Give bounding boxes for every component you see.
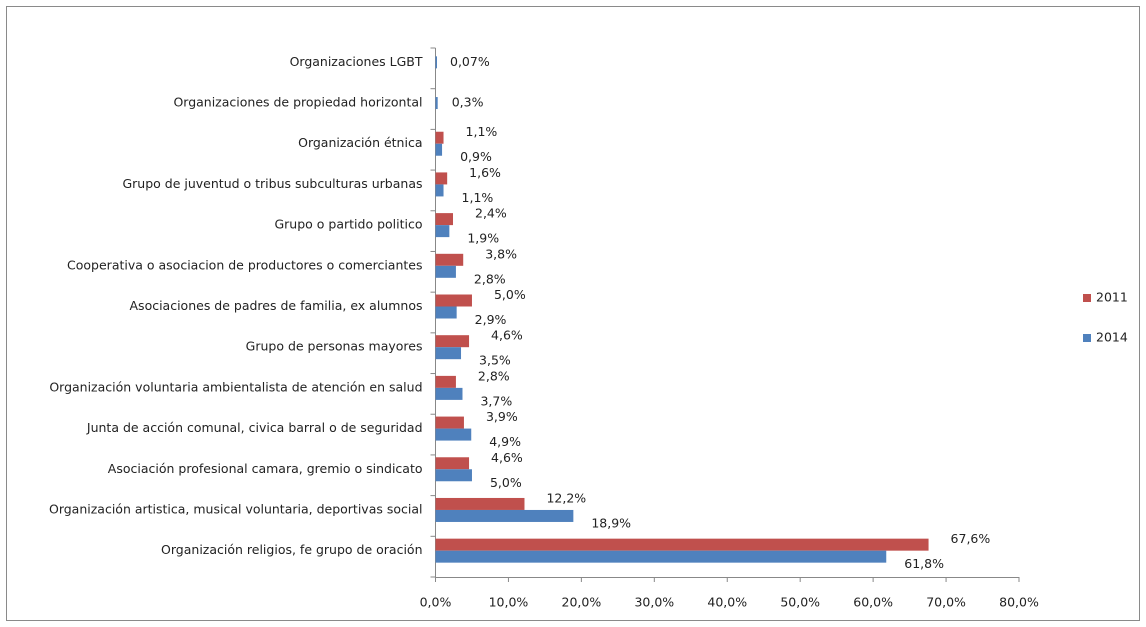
data-label: 61,8% <box>904 556 944 571</box>
data-label: 2,8% <box>474 271 506 286</box>
bar <box>435 347 462 360</box>
y-tick-label: Junta de acción comunal, civica barral o… <box>86 420 423 435</box>
bar <box>435 225 450 238</box>
y-tick-label: Asociaciones de padres de familia, ex al… <box>130 298 423 313</box>
data-label: 1,1% <box>462 190 494 205</box>
bar <box>435 265 456 278</box>
x-tick-label: 30,0% <box>634 595 674 610</box>
bar <box>435 387 463 400</box>
data-label: 18,9% <box>591 515 631 530</box>
x-tick-label: 10,0% <box>489 595 529 610</box>
y-tick-label: Asociación profesional camara, gremio o … <box>108 461 423 476</box>
bar <box>435 375 456 388</box>
y-tick-label: Organización étnica <box>298 135 422 150</box>
data-label: 3,9% <box>486 409 518 424</box>
data-label: 2,4% <box>475 206 507 221</box>
y-tick-label: Grupo de juventud o tribus subculturas u… <box>122 176 422 191</box>
y-tick-label: Organización artistica, musical voluntar… <box>49 501 423 516</box>
bar <box>435 497 525 510</box>
bar <box>435 131 444 144</box>
bar <box>435 143 443 156</box>
data-label: 1,1% <box>466 124 498 139</box>
y-tick-label: Organización voluntaria ambientalista de… <box>49 379 422 394</box>
x-tick-label: 50,0% <box>780 595 820 610</box>
data-label: 5,0% <box>490 475 522 490</box>
data-label: 3,7% <box>480 393 512 408</box>
data-label: 2,8% <box>478 368 510 383</box>
bar <box>435 56 437 69</box>
data-label: 5,0% <box>494 287 526 302</box>
bar <box>435 509 574 522</box>
y-tick-label: Grupo de personas mayores <box>246 339 423 354</box>
legend-swatch <box>1083 334 1091 342</box>
bar <box>435 416 464 429</box>
y-tick-label: Organizaciones LGBT <box>290 54 423 69</box>
bar <box>435 469 472 482</box>
y-tick-label: Cooperativa o asociacion de productores … <box>67 257 422 272</box>
data-label: 4,6% <box>491 328 523 343</box>
y-tick-label: Organización religios, fe grupo de oraci… <box>161 542 422 557</box>
data-label: 2,9% <box>475 312 507 327</box>
bar <box>435 184 444 197</box>
bar <box>435 428 472 441</box>
bar <box>435 538 929 551</box>
bar <box>435 306 457 319</box>
x-tick-label: 70,0% <box>926 595 966 610</box>
bar <box>435 213 454 226</box>
bar <box>435 294 472 307</box>
data-label: 12,2% <box>546 490 586 505</box>
data-label: 0,07% <box>450 54 490 69</box>
x-tick-label: 80,0% <box>999 595 1039 610</box>
legend-label: 2014 <box>1096 330 1128 345</box>
data-label: 4,9% <box>489 434 521 449</box>
bar <box>435 457 470 470</box>
data-label: 1,9% <box>467 231 499 246</box>
data-label: 0,3% <box>452 95 484 110</box>
legend-swatch <box>1083 294 1091 302</box>
data-label: 3,8% <box>485 246 517 261</box>
x-tick-label: 20,0% <box>562 595 602 610</box>
x-tick-label: 60,0% <box>853 595 893 610</box>
bar <box>435 172 448 185</box>
y-tick-label: Grupo o partido politico <box>274 217 422 232</box>
y-tick-label: Organizaciones de propiedad horizontal <box>173 95 422 110</box>
data-label: 0,9% <box>460 149 492 164</box>
data-label: 67,6% <box>951 531 991 546</box>
data-label: 3,5% <box>479 353 511 368</box>
data-label: 1,6% <box>469 165 501 180</box>
legend-label: 2011 <box>1096 290 1128 305</box>
bar <box>435 335 470 348</box>
bar <box>435 550 887 563</box>
x-tick-label: 40,0% <box>707 595 747 610</box>
bar <box>435 253 464 266</box>
x-tick-label: 0,0% <box>420 595 452 610</box>
bar <box>435 97 438 110</box>
data-label: 4,6% <box>491 450 523 465</box>
